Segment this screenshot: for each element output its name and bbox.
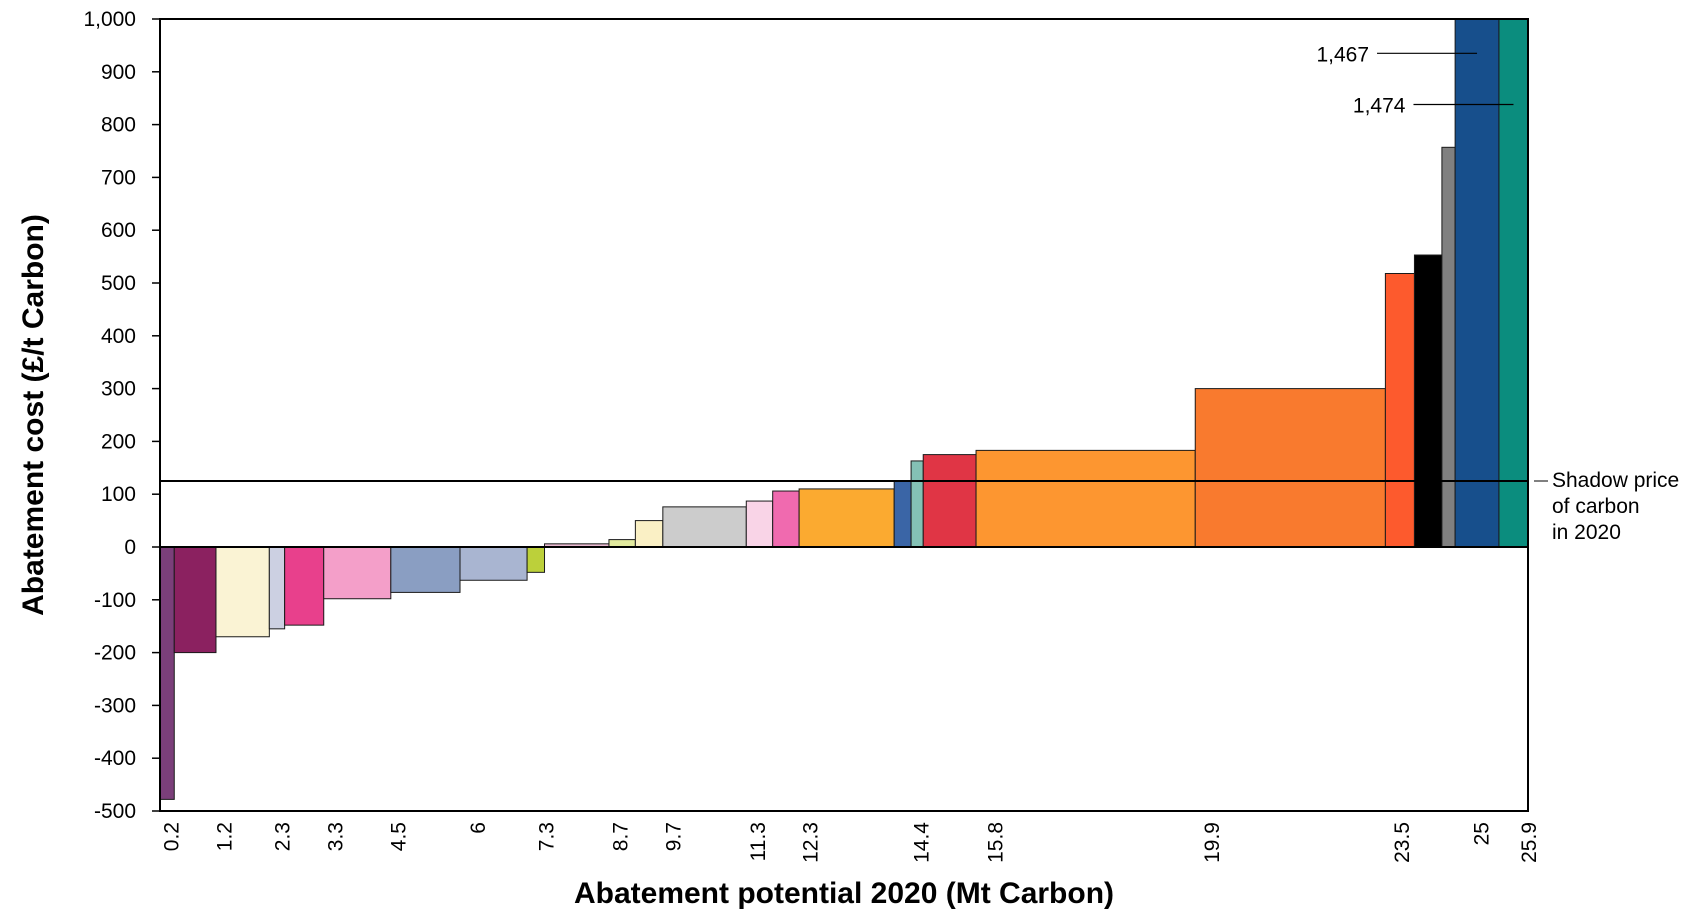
bar-12 bbox=[634, 520, 664, 548]
bar-11 bbox=[608, 539, 636, 548]
y-tick-label: 700 bbox=[101, 166, 136, 189]
bar-19 bbox=[922, 454, 977, 548]
x-tick-label: 8.7 bbox=[610, 822, 633, 851]
y-tick-label: 1,000 bbox=[83, 8, 136, 31]
axes-layer bbox=[159, 18, 1529, 812]
x-tick-label: 14.4 bbox=[911, 822, 934, 863]
x-tick-label: 2.3 bbox=[271, 822, 294, 851]
bar-25 bbox=[1454, 18, 1500, 548]
plot-frame bbox=[159, 18, 1529, 812]
shadow-price-label-line: of carbon bbox=[1552, 495, 1640, 518]
shadow-price-layer: Shadow price of carbon in 2020 bbox=[160, 469, 1679, 544]
x-tick-label: 9.7 bbox=[662, 822, 685, 851]
bar-value-annotation: 1,467 bbox=[1316, 43, 1369, 66]
shadow-price-label-line: in 2020 bbox=[1552, 521, 1621, 544]
y-tick-label: 500 bbox=[101, 272, 136, 295]
bar-18 bbox=[910, 460, 924, 548]
x-tick-label: 1.2 bbox=[213, 822, 236, 851]
y-tick-label: -300 bbox=[94, 694, 136, 717]
bar-5 bbox=[284, 546, 325, 626]
bar-4 bbox=[268, 546, 286, 630]
x-tick-label: 7.3 bbox=[536, 822, 559, 851]
y-axis-title: Abatement cost (£/t Carbon) bbox=[17, 214, 50, 616]
y-tick-label: -400 bbox=[94, 747, 136, 770]
bar-13 bbox=[662, 506, 747, 548]
y-tick-labels: 1,000 900 800 700 600 500 400 300 200 100 0 -100 -20… bbox=[83, 8, 160, 823]
bar-7 bbox=[390, 546, 461, 593]
x-tick-label: 6 bbox=[467, 822, 490, 834]
bar-20 bbox=[975, 449, 1196, 548]
x-axis-title: Abatement potential 2020 (Mt Carbon) bbox=[574, 877, 1114, 910]
bar-14 bbox=[745, 500, 774, 548]
bar-3 bbox=[215, 546, 270, 638]
y-tick-label: 300 bbox=[101, 378, 136, 401]
bar-2 bbox=[173, 546, 217, 654]
bar-15 bbox=[772, 490, 800, 548]
y-tick-label: -500 bbox=[94, 800, 136, 823]
bar-8 bbox=[459, 546, 528, 581]
y-tick-label: 800 bbox=[101, 114, 136, 137]
x-tick-label: 19.9 bbox=[1201, 822, 1224, 863]
x-tick-labels: 0.2 1.2 2.3 3.3 4.5 6 7.3 8.7 9.7 11.3 12.3 14.4 15.… bbox=[161, 822, 1541, 863]
bar-22 bbox=[1384, 272, 1415, 548]
bar-23 bbox=[1413, 254, 1443, 548]
bar-21 bbox=[1194, 388, 1386, 548]
bars-layer bbox=[159, 18, 1529, 800]
shadow-price-label: Shadow price of carbon in 2020 bbox=[1552, 469, 1679, 544]
bar-9 bbox=[526, 546, 546, 573]
x-tick-label: 12.3 bbox=[800, 822, 823, 863]
bar-17 bbox=[893, 480, 912, 548]
bar-6 bbox=[323, 546, 392, 600]
y-tick-label: 600 bbox=[101, 219, 136, 242]
x-tick-label: 3.3 bbox=[324, 822, 347, 851]
x-tick-label: 25.9 bbox=[1518, 822, 1541, 863]
x-tick-label: 4.5 bbox=[388, 822, 411, 851]
shadow-price-label-line: Shadow price bbox=[1552, 469, 1679, 492]
y-tick-label: -100 bbox=[94, 589, 136, 612]
bar-16 bbox=[798, 488, 895, 548]
x-tick-label: 15.8 bbox=[985, 822, 1008, 863]
y-tick-label: 100 bbox=[101, 483, 136, 506]
y-tick-label: 900 bbox=[101, 61, 136, 84]
y-tick-label: 200 bbox=[101, 430, 136, 453]
bar-1 bbox=[159, 546, 175, 800]
annotations-layer: 1,467 1,474 bbox=[1316, 43, 1514, 118]
bar-24 bbox=[1441, 146, 1456, 548]
bar-26 bbox=[1498, 18, 1529, 548]
y-tick-label: 0 bbox=[124, 536, 136, 559]
x-tick-label: 23.5 bbox=[1391, 822, 1414, 863]
x-tick-label: 0.2 bbox=[161, 822, 184, 851]
y-tick-label: 400 bbox=[101, 325, 136, 348]
x-tick-label: 11.3 bbox=[747, 822, 770, 861]
y-tick-label: -200 bbox=[94, 642, 136, 665]
x-tick-label: 25 bbox=[1470, 822, 1493, 845]
bar-value-annotation: 1,474 bbox=[1353, 95, 1406, 118]
